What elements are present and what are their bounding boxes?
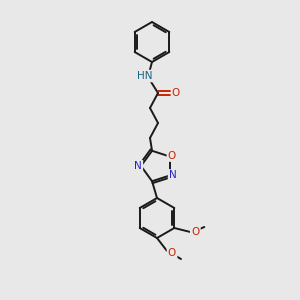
- Text: O: O: [191, 227, 200, 237]
- Text: O: O: [168, 151, 176, 160]
- Text: N: N: [169, 170, 177, 180]
- Text: HN: HN: [137, 71, 153, 81]
- Text: O: O: [168, 248, 176, 258]
- Text: O: O: [172, 88, 180, 98]
- Text: N: N: [134, 161, 142, 171]
